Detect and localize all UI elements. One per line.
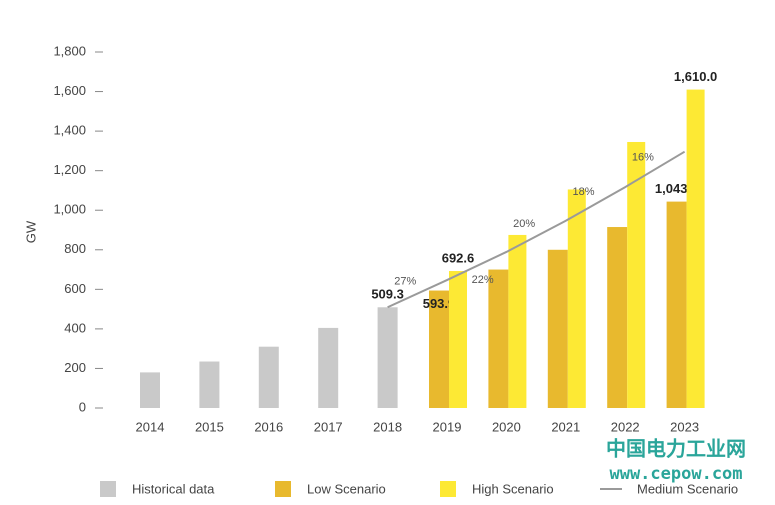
data-label: 509.3 (371, 287, 404, 302)
bar (140, 372, 160, 408)
growth-label: 20% (513, 218, 535, 230)
y-tick-label: 200 (64, 360, 86, 375)
watermark: 中国电力工业网 (606, 436, 746, 460)
x-tick-label: 2021 (551, 419, 580, 434)
growth-label: 18% (572, 186, 594, 198)
bar (258, 346, 279, 408)
bar (567, 189, 586, 408)
data-label: 1,610.0 (674, 69, 717, 84)
growth-label: 22% (472, 274, 494, 286)
legend-label: Historical data (132, 481, 215, 496)
growth-label: 27% (394, 276, 416, 288)
bar (666, 201, 687, 408)
watermark: www.cepow.com (609, 464, 742, 484)
legend-swatch (440, 481, 456, 497)
legend-swatch (275, 481, 291, 497)
data-label: 692.6 (442, 250, 475, 265)
bar (627, 141, 646, 408)
x-tick-label: 2022 (611, 419, 640, 434)
bar (508, 234, 527, 408)
x-tick-label: 2016 (254, 419, 283, 434)
bar (488, 269, 509, 408)
x-tick-label: 2014 (136, 419, 165, 434)
y-tick-label: 1,600 (53, 83, 86, 98)
y-axis-label: GW (23, 220, 38, 243)
x-tick-label: 2020 (492, 419, 521, 434)
bar (429, 290, 449, 408)
line-series (387, 150, 686, 309)
y-tick-label: 1,000 (53, 202, 86, 217)
bar (199, 361, 220, 408)
x-tick-label: 2019 (433, 419, 462, 434)
y-tick-label: 1,200 (53, 162, 86, 177)
y-tick-label: 1,400 (53, 123, 86, 138)
x-tick-label: 2018 (373, 419, 402, 434)
bar (686, 89, 705, 409)
legend-label: High Scenario (472, 481, 554, 496)
legend-label: Medium Scenario (637, 481, 738, 496)
bar (607, 227, 628, 408)
y-tick-label: 0 (79, 399, 86, 414)
data-label: 593.9 (423, 296, 456, 311)
bar (377, 307, 398, 408)
y-tick-label: 1,800 (53, 43, 86, 58)
x-tick-label: 2015 (195, 419, 224, 434)
growth-label: 16% (632, 151, 654, 163)
legend-swatch (100, 481, 116, 497)
legend-label: Low Scenario (307, 481, 386, 496)
x-tick-label: 2017 (314, 419, 343, 434)
bar (449, 271, 467, 408)
bar (318, 327, 339, 408)
y-tick-label: 600 (64, 281, 86, 296)
y-tick-label: 800 (64, 241, 86, 256)
x-tick-label: 2023 (670, 419, 699, 434)
y-tick-label: 400 (64, 320, 86, 335)
bar (547, 249, 568, 408)
